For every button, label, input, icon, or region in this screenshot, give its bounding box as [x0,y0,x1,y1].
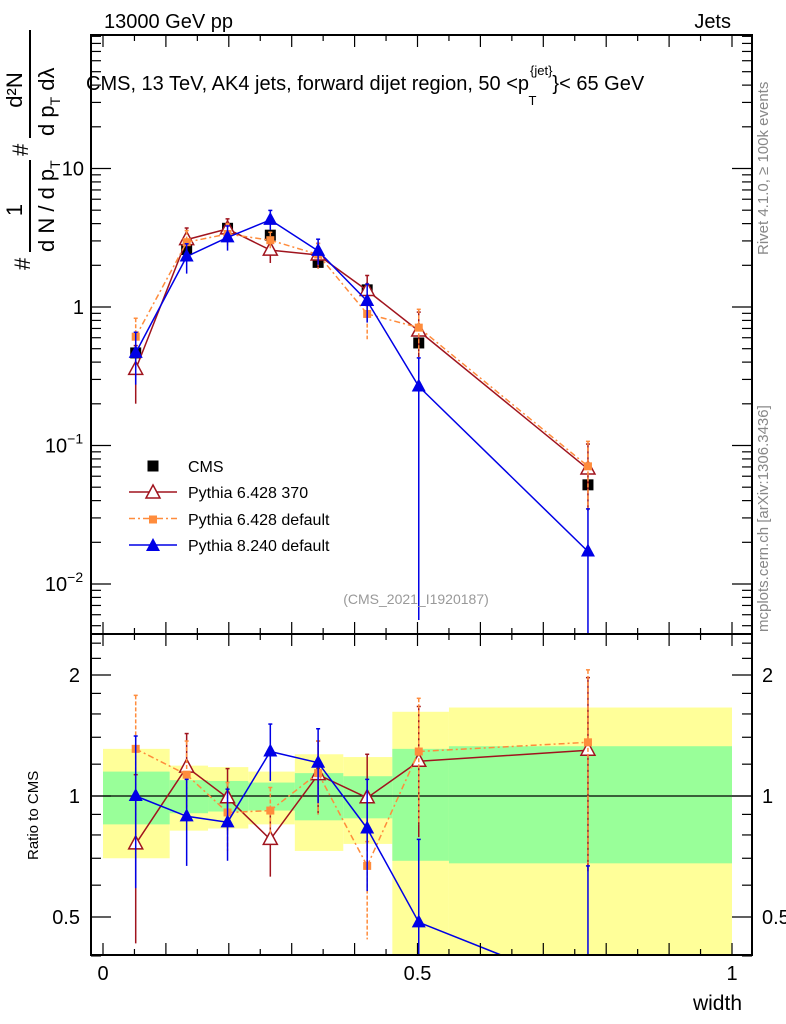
header-left: 13000 GeV pp [104,11,233,33]
pythia-8-240-default-point [360,293,375,307]
x-tick-label: 0 [97,963,108,985]
ratio-bands [103,707,732,955]
ratio-frame [90,633,753,956]
svg-text:d pT dλ: d pT dλ [34,67,63,136]
svg-text:d N / d pT: d N / d pT [34,160,63,252]
pythia-8-240-default-point [311,242,326,256]
legend-label-pythia6-default: Pythia 6.428 default [188,512,330,529]
main-series [127,209,597,634]
pythia-8-240-default-point [179,248,194,262]
pythia-8-240-default-point [220,814,235,828]
pythia-6-428-370-point [262,240,279,256]
ratio-y-tick-label-right: 1 [762,786,773,808]
svg-text:#: # [8,143,33,156]
stat-uncertainty-band [392,748,449,861]
y-tick-label: 10−1 [45,431,83,458]
ratio-y-tick-label-left: 0.5 [52,907,80,929]
pythia-8-240-default-point [220,229,235,243]
ratio-y-tick-label-left: 2 [69,665,80,687]
legend: CMS Pythia 6.428 370 Pythia 6.428 defaul… [129,459,330,555]
legend-marker-cms [147,460,159,472]
pythia-6-428-default-point [266,806,275,815]
stat-uncertainty-band [448,746,732,864]
pythia-8-240-default-point [580,543,595,557]
pythia-8-240-default-point [263,743,278,757]
svg-text:d²N: d²N [2,72,27,107]
legend-marker-pythia-6-428-370 [144,483,162,499]
svg-text:#: # [10,257,35,270]
pythia-6-428-370-point [262,829,279,846]
pythia-6-428-370-line [135,228,589,470]
stat-uncertainty-band [169,780,209,814]
header-right: Jets [694,11,731,33]
pythia-6-428-default-point [414,323,423,332]
x-axis-label: width [692,992,742,1015]
pythia-6-428-default-point [583,462,592,471]
y-tick-label: 1 [73,297,84,319]
pythia-6-428-default-point [583,738,592,747]
ratio-y-tick-label-right: 2 [762,665,773,687]
side-label-rivet: Rivet 4.1.0, ≥ 100k events [755,82,772,255]
pythia-6-428-default-line [135,233,589,467]
stat-uncertainty-band [294,773,344,821]
pythia-8-240-default-point [128,788,143,801]
pythia-8-240-default-point [411,378,426,392]
pythia-8-240-default-point [311,754,326,768]
plot-title: CMS, 13 TeV, AK4 jets, forward dijet reg… [86,63,645,108]
svg-text:1: 1 [2,204,27,216]
pythia-8-240-default-point [263,211,278,225]
pythia-8-240-default-line [135,750,502,956]
x-tick-label: 0.5 [404,963,432,985]
analysis-watermark: (CMS_2021_I1920187) [343,591,489,607]
ratio-y-tick-label-left: 1 [69,786,80,808]
pythia-6-428-default-point [414,747,423,756]
legend-marker-pythia-6-428-default [149,515,157,524]
side-label-mcplots: mcplots.cern.ch [arXiv:1306.3436] [755,405,772,632]
ratio-y-tick-label-right: 0.5 [762,907,786,929]
legend-marker-pythia-8-240-default [146,538,160,551]
pythia-8-240-default-point [179,808,194,822]
pythia-8-240-default-point [411,914,426,928]
legend-label-cms: CMS [188,459,224,476]
ratio-y-axis-label: Ratio to CMS [25,771,42,860]
legend-label-pythia6-370: Pythia 6.428 370 [188,485,308,502]
pythia-6-428-default-line [135,741,589,867]
y-tick-label: 10−2 [45,569,83,596]
main-y-axis-label: # 1 d N / d pT # d²N d pT dλ [2,30,63,270]
legend-label-pythia8-default: Pythia 8.240 default [188,538,330,555]
pythia-6-428-default-point [182,238,191,247]
pythia-6-428-default-point [182,770,191,779]
pythia-8-240-default-line [135,219,589,553]
pythia-8-240-default-point [360,820,375,834]
pythia-6-428-default-point [266,236,275,245]
x-tick-label: 1 [726,963,737,985]
y-tick-label: 10 [62,159,84,181]
pythia-8-240-default-point [128,344,143,358]
ratio-series [127,669,597,956]
